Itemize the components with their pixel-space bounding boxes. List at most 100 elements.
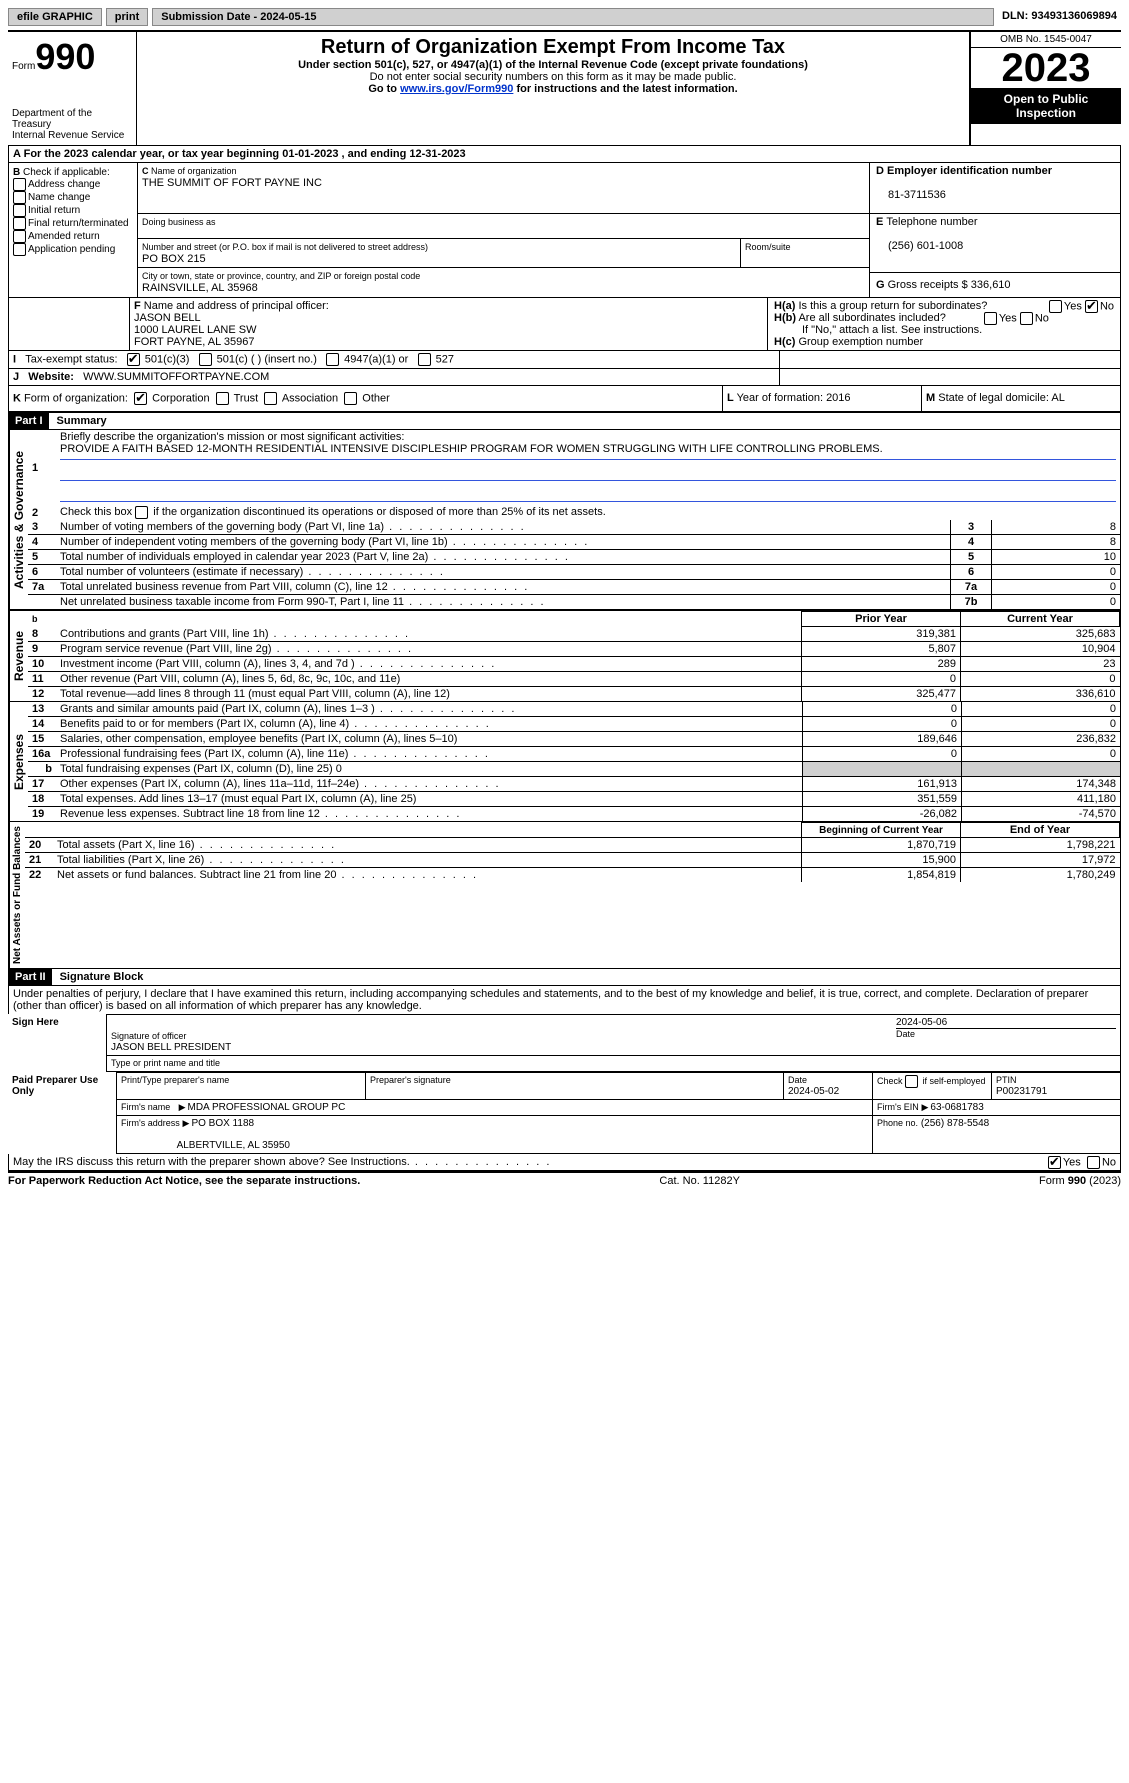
checkbox-name-change[interactable] (13, 191, 26, 204)
box-ij-row: I Tax-exempt status: 501(c)(3) 501(c) ( … (8, 350, 1121, 368)
officer-name: JASON BELL (134, 312, 201, 324)
l5-value: 10 (992, 550, 1121, 565)
l9-curr: 10,904 (961, 642, 1120, 657)
checkbox-initial-return[interactable] (13, 204, 26, 217)
checkbox-address-change[interactable] (13, 178, 26, 191)
discuss-label: May the IRS discuss this return with the… (13, 1156, 410, 1168)
box-fh-row: F Name and address of principal officer:… (8, 297, 1121, 350)
l8-prior: 319,381 (802, 627, 961, 642)
tax-year: 2023 (971, 48, 1121, 88)
checkbox-other[interactable] (344, 392, 357, 405)
website-value: WWW.SUMMITOFFORTPAYNE.COM (83, 371, 269, 383)
checkbox-discuss-no[interactable] (1087, 1156, 1100, 1169)
form-header: Form990 Department of the Treasury Inter… (8, 30, 1121, 145)
hc-label: Group exemption number (798, 336, 923, 348)
prep-date-label: Date (788, 1075, 807, 1085)
efile-graphic-label: efile GRAPHIC (8, 8, 102, 26)
part2-header: Part II (9, 969, 52, 985)
paid-preparer-label: Paid Preparer Use Only (8, 1073, 117, 1154)
part1-expenses: Expenses 13Grants and similar amounts pa… (8, 702, 1121, 822)
l8-label: Contributions and grants (Part VIII, lin… (60, 628, 269, 640)
firm-ein-value: 63-0681783 (930, 1102, 983, 1113)
checkbox-final-return[interactable] (13, 217, 26, 230)
l18-curr: 411,180 (962, 792, 1121, 807)
side-expenses: Expenses (9, 702, 28, 821)
checkbox-self-employed[interactable] (905, 1075, 918, 1088)
goto-post: for instructions and the latest informat… (513, 83, 737, 95)
l16b-label: Total fundraising expenses (Part IX, col… (60, 763, 342, 775)
l16a-prior: 0 (803, 747, 962, 762)
l10-label: Investment income (Part VIII, column (A)… (60, 658, 355, 670)
opt-address-change: Address change (28, 179, 100, 190)
l13-curr: 0 (962, 702, 1121, 717)
checkbox-association[interactable] (264, 392, 277, 405)
checkbox-501c[interactable] (199, 353, 212, 366)
sig-officer-label: Signature of officer (111, 1031, 186, 1041)
l20-curr: 1,798,221 (961, 838, 1120, 853)
line-a-tax-year: A For the 2023 calendar year, or tax yea… (8, 145, 1121, 162)
l11-prior: 0 (802, 672, 961, 687)
city-value: RAINSVILLE, AL 35968 (142, 282, 258, 294)
firm-name-value: MDA PROFESSIONAL GROUP PC (188, 1102, 346, 1113)
l16a-curr: 0 (962, 747, 1121, 762)
print-button[interactable]: print (106, 8, 148, 26)
l11-curr: 0 (961, 672, 1120, 687)
l17-label: Other expenses (Part IX, column (A), lin… (60, 778, 359, 790)
l22-curr: 1,780,249 (961, 868, 1120, 883)
checkbox-discuss-yes[interactable] (1048, 1156, 1061, 1169)
l14-curr: 0 (962, 717, 1121, 732)
irs-link[interactable]: www.irs.gov/Form990 (400, 83, 513, 95)
checkbox-ha-no[interactable] (1085, 300, 1098, 313)
tax-exempt-label: Tax-exempt status: (25, 353, 117, 365)
checkbox-corporation[interactable] (134, 392, 147, 405)
l6-value: 0 (992, 565, 1121, 580)
l7b-value: 0 (992, 595, 1121, 610)
line-a-begin: 01-01-2023 (282, 148, 338, 160)
l22-label: Net assets or fund balances. Subtract li… (57, 869, 336, 881)
checkbox-application-pending[interactable] (13, 243, 26, 256)
form-org-label: Form of organization: (24, 392, 128, 404)
checkbox-4947[interactable] (326, 353, 339, 366)
opt-other: Other (362, 392, 390, 404)
l4-label: Number of independent voting members of … (60, 536, 448, 548)
room-label: Room/suite (745, 242, 791, 252)
form-subtitle1: Under section 501(c), 527, or 4947(a)(1)… (145, 59, 961, 71)
ptin-value: P00231791 (996, 1086, 1047, 1097)
box-c: C Name of organization THE SUMMIT OF FOR… (138, 163, 870, 297)
top-toolbar: efile GRAPHIC print Submission Date - 20… (8, 8, 1121, 26)
part2-declaration: Under penalties of perjury, I declare th… (8, 985, 1121, 1014)
l4-value: 8 (992, 535, 1121, 550)
gross-receipts-label: Gross receipts $ (888, 279, 968, 291)
side-activities-governance: Activities & Governance (9, 430, 28, 609)
checkbox-527[interactable] (418, 353, 431, 366)
checkbox-501c3[interactable] (127, 353, 140, 366)
checkbox-hb-no[interactable] (1020, 312, 1033, 325)
l21-curr: 17,972 (961, 853, 1120, 868)
l7b-label: Net unrelated business taxable income fr… (60, 596, 404, 608)
l13-prior: 0 (803, 702, 962, 717)
form-title: Return of Organization Exempt From Incom… (145, 36, 961, 59)
checkbox-amended-return[interactable] (13, 230, 26, 243)
l21-label: Total liabilities (Part X, line 26) (57, 854, 204, 866)
checkbox-hb-yes[interactable] (984, 312, 997, 325)
checkbox-l2[interactable] (135, 506, 148, 519)
l15-prior: 189,646 (803, 732, 962, 747)
form-subtitle3: Go to www.irs.gov/Form990 for instructio… (145, 83, 961, 95)
sig-officer-value: JASON BELL PRESIDENT (111, 1042, 231, 1053)
box-b-label: Check if applicable: (23, 167, 110, 178)
l18-label: Total expenses. Add lines 13–17 (must eq… (60, 793, 416, 805)
checkbox-ha-yes[interactable] (1049, 300, 1062, 313)
l1-value: PROVIDE A FAITH BASED 12-MONTH RESIDENTI… (60, 443, 883, 455)
side-net-assets: Net Assets or Fund Balances (9, 822, 25, 968)
l22-prior: 1,854,819 (802, 868, 961, 883)
prep-date-value: 2024-05-02 (788, 1086, 839, 1097)
box-c-name-lbl: Name of organization (151, 166, 237, 176)
discuss-no: No (1102, 1156, 1116, 1168)
opt-corp: Corporation (152, 392, 209, 404)
officer-label: Name and address of principal officer: (144, 300, 329, 312)
line-a-mid: , and ending (342, 148, 410, 160)
year-formation-label: Year of formation: (737, 392, 823, 404)
l16a-label: Professional fundraising fees (Part IX, … (60, 748, 348, 760)
checkbox-trust[interactable] (216, 392, 229, 405)
ha-no: No (1100, 300, 1114, 312)
